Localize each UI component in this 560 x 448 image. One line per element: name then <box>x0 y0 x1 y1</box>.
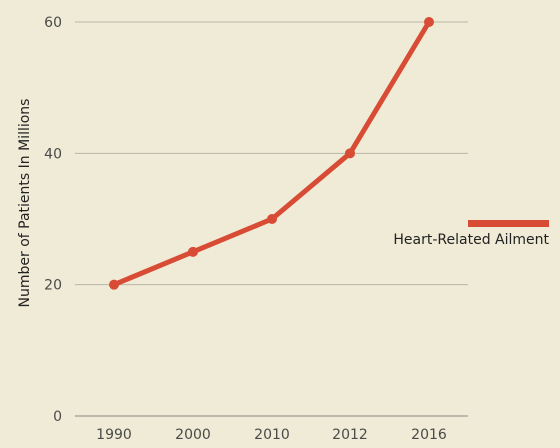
y-tick-label: 40 <box>44 146 62 162</box>
data-point <box>345 148 355 159</box>
gridlines <box>75 21 468 417</box>
y-axis-title: Number of Patients In Millions <box>17 99 33 308</box>
y-axis-ticks: 0 20 40 60 <box>44 15 62 425</box>
y-tick-label: 20 <box>44 278 62 294</box>
x-tick-label: 2016 <box>411 427 447 443</box>
data-point <box>109 279 119 290</box>
legend: Heart-Related Ailment <box>393 220 550 248</box>
x-tick-label: 2000 <box>175 427 211 443</box>
legend-swatch <box>468 220 549 227</box>
x-tick-label: 2010 <box>254 427 290 443</box>
x-tick-label: 1990 <box>96 427 132 443</box>
legend-label: Heart-Related Ailment <box>393 232 549 248</box>
data-point <box>267 214 277 224</box>
series-layer <box>109 17 434 290</box>
x-axis-ticks: 1990 2000 2010 2012 2016 <box>96 427 447 443</box>
x-tick-label: 2012 <box>332 427 368 443</box>
data-point <box>188 246 198 257</box>
y-tick-label: 60 <box>44 15 62 31</box>
y-tick-label: 0 <box>53 409 62 425</box>
data-point <box>424 17 434 27</box>
